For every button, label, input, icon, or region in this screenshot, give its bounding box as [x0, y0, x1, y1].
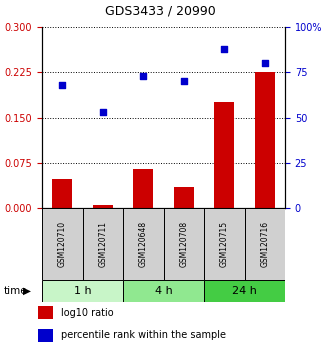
Text: 1 h: 1 h: [74, 286, 91, 296]
Text: GSM120710: GSM120710: [58, 221, 67, 267]
Bar: [214, 102, 234, 208]
Text: 24 h: 24 h: [232, 286, 257, 296]
Bar: [42, 280, 123, 302]
Text: GSM120716: GSM120716: [260, 221, 269, 267]
Bar: [204, 208, 245, 280]
Point: [181, 79, 186, 84]
Bar: [38, 307, 53, 319]
Bar: [133, 169, 153, 208]
Text: 4 h: 4 h: [155, 286, 172, 296]
Bar: [204, 280, 285, 302]
Bar: [82, 208, 123, 280]
Bar: [163, 208, 204, 280]
Text: GDS3433 / 20990: GDS3433 / 20990: [105, 5, 216, 18]
Bar: [174, 187, 194, 208]
Bar: [245, 208, 285, 280]
Text: GSM120708: GSM120708: [179, 221, 188, 267]
Bar: [52, 179, 72, 208]
Bar: [255, 72, 275, 208]
Point: [100, 109, 105, 115]
Text: GSM120715: GSM120715: [220, 221, 229, 267]
Text: time: time: [3, 286, 27, 296]
Point: [262, 61, 267, 66]
Point: [222, 46, 227, 52]
Text: ▶: ▶: [23, 286, 31, 296]
Bar: [123, 280, 204, 302]
Text: percentile rank within the sample: percentile rank within the sample: [61, 330, 226, 341]
Bar: [42, 208, 82, 280]
Text: log10 ratio: log10 ratio: [61, 308, 113, 318]
Text: GSM120648: GSM120648: [139, 221, 148, 267]
Text: GSM120711: GSM120711: [98, 221, 107, 267]
Point: [141, 73, 146, 79]
Bar: [93, 205, 113, 208]
Bar: [38, 329, 53, 342]
Point: [60, 82, 65, 88]
Bar: [123, 208, 163, 280]
